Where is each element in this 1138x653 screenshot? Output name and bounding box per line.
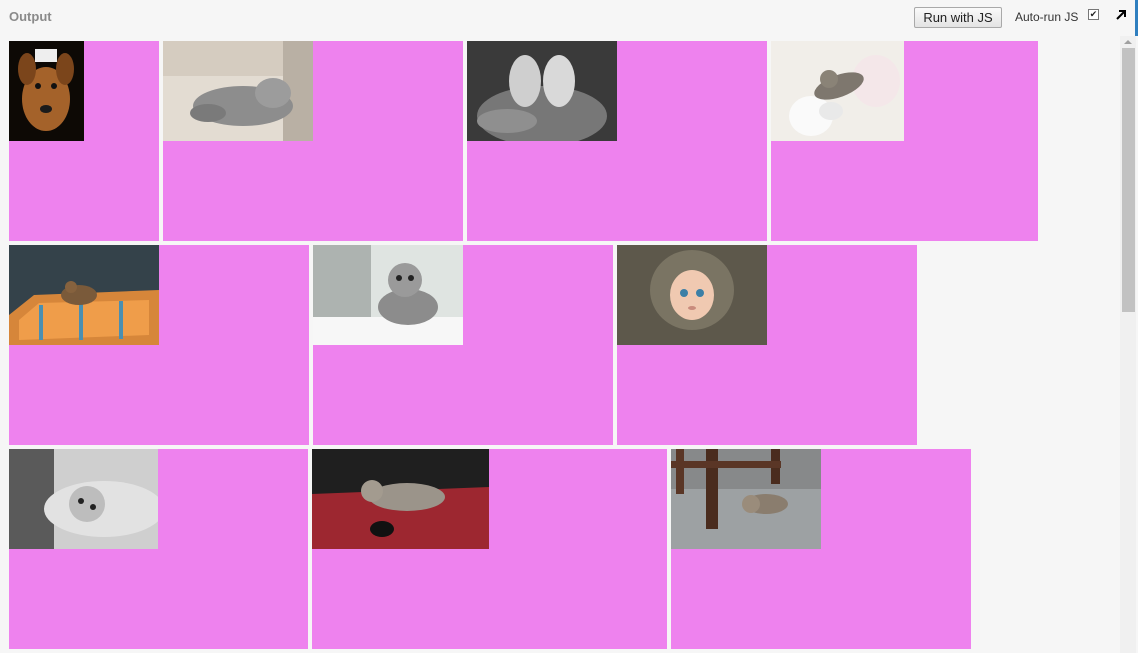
scroll-up-arrow-icon[interactable] (1120, 36, 1136, 48)
photo-bw-cat-lying (9, 449, 158, 549)
gallery-tile (9, 449, 308, 649)
autorun-js-label: Auto-run JS (1015, 10, 1079, 24)
panel-accent-line (1135, 0, 1138, 36)
photo-kitten-cushion (9, 245, 159, 345)
gallery-tile (312, 449, 667, 649)
gallery-tile (617, 245, 917, 445)
expand-icon[interactable] (1113, 7, 1129, 23)
output-panel-header: Output Run with JS Auto-run JS ✔ (0, 0, 1138, 36)
gallery-tile (163, 41, 463, 241)
autorun-js-checkbox[interactable]: ✔ (1088, 9, 1099, 20)
gallery-tile (313, 245, 613, 445)
gallery-tile (671, 449, 971, 649)
gallery-tile (771, 41, 1038, 241)
photo-baby-feet (467, 41, 617, 141)
scrollbar-thumb[interactable] (1122, 48, 1135, 312)
output-title: Output (9, 9, 52, 24)
gallery-tile (9, 245, 309, 445)
gallery-tile (9, 41, 159, 241)
photo-tabby-kitten-window (313, 245, 463, 345)
run-with-js-button[interactable]: Run with JS (914, 7, 1002, 28)
photo-child-hood (617, 245, 767, 345)
gallery-tile (467, 41, 767, 241)
photo-dog (9, 41, 84, 141)
photo-kitten-under-chair (671, 449, 821, 549)
photo-grey-cat (163, 41, 313, 141)
photo-cat-red-carpet (312, 449, 489, 549)
photo-kitten-jumping (771, 41, 904, 141)
